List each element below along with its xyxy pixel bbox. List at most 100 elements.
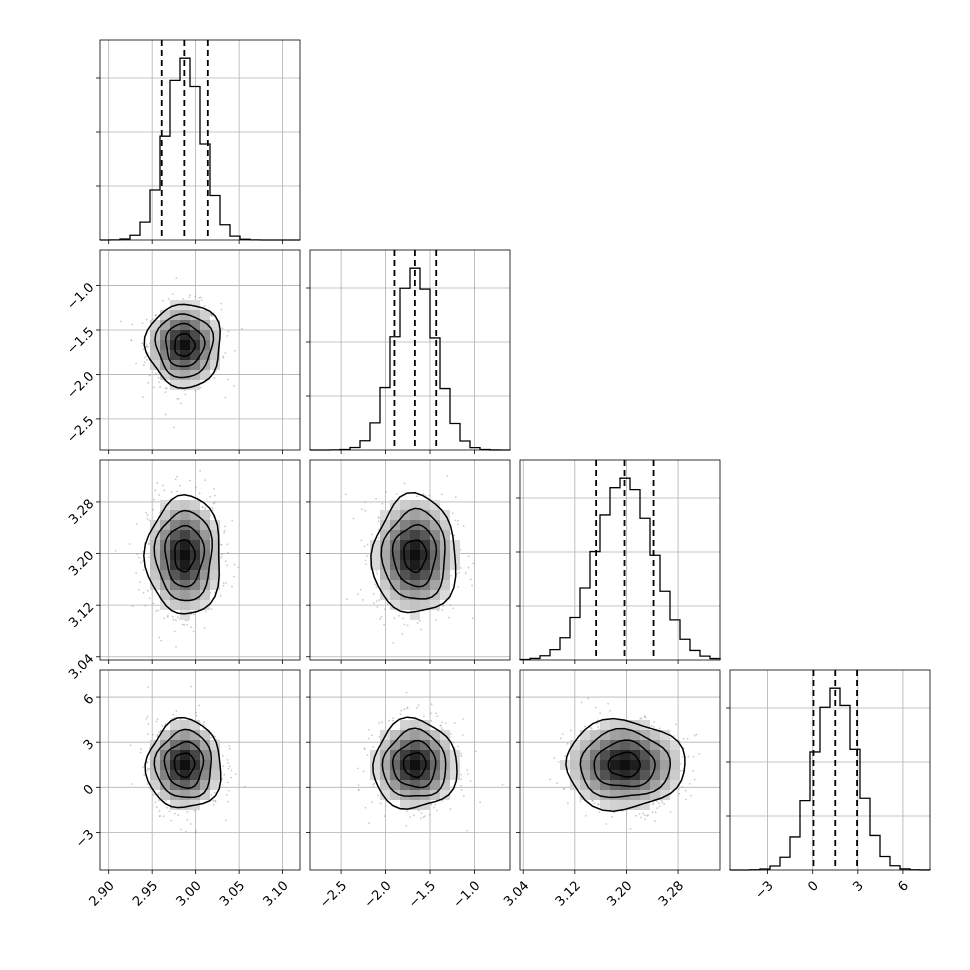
density-cell <box>420 510 430 520</box>
density-cell <box>200 520 210 530</box>
axes-frame <box>309 249 511 451</box>
density-cell <box>190 500 200 510</box>
density-cell <box>180 800 190 810</box>
scatter-point <box>131 323 134 326</box>
scatter-point <box>141 342 143 345</box>
density-cell <box>190 510 200 520</box>
histogram-step <box>99 57 300 241</box>
density-cell <box>190 520 200 530</box>
density-cell <box>380 760 390 770</box>
density-cell <box>620 780 630 790</box>
density-cell <box>650 780 660 790</box>
density-cell <box>210 780 220 790</box>
density-cell <box>390 570 400 580</box>
scatter-point <box>198 704 201 707</box>
density-cell <box>600 790 610 800</box>
scatter-point <box>644 716 647 719</box>
scatter-point <box>405 824 408 827</box>
scatter-point <box>189 294 192 296</box>
density-cell <box>400 500 410 510</box>
scatter-point <box>693 778 696 781</box>
scatter-point <box>466 829 469 832</box>
scatter-point <box>131 783 134 785</box>
scatter-point <box>403 482 406 485</box>
scatter-point <box>429 712 432 715</box>
scatter-point <box>405 691 408 694</box>
density-cell <box>400 760 410 770</box>
scatter-point <box>681 786 684 789</box>
density-cell <box>370 540 380 550</box>
scatter-point <box>356 767 359 770</box>
scatter-point <box>380 615 383 618</box>
density-cell <box>640 780 650 790</box>
scatter-point <box>658 805 661 808</box>
density-cell <box>430 510 440 520</box>
x-tick-label: 3.05 <box>217 878 248 909</box>
y-tick-label: 3.20 <box>66 548 97 579</box>
y-tick-label: 6 <box>81 692 97 708</box>
x-tick-label: 3.20 <box>604 878 635 909</box>
scatter-point <box>403 708 406 711</box>
scatter-point <box>377 537 380 540</box>
scatter-point <box>142 591 145 594</box>
scatter-point <box>640 816 642 819</box>
density-cell <box>380 550 390 560</box>
scatter-point <box>368 822 371 825</box>
scatter-point <box>213 791 216 794</box>
scatter-point <box>446 475 449 478</box>
scatter-point <box>392 717 395 719</box>
scatter-point <box>344 493 347 496</box>
scatter-point <box>377 520 380 523</box>
density-cell <box>590 730 600 740</box>
density-cell <box>160 530 170 540</box>
density-cell <box>190 350 200 360</box>
density-cell <box>180 580 190 590</box>
scatter-point <box>170 491 173 493</box>
density-cell <box>210 530 220 540</box>
density-cell <box>410 580 420 590</box>
density-cell <box>420 560 430 570</box>
density-cell <box>160 320 170 330</box>
scatter-point <box>416 622 419 624</box>
density-cells <box>150 300 220 390</box>
scatter-point <box>682 737 685 740</box>
scatter-point <box>203 721 205 723</box>
scatter-point <box>375 600 378 603</box>
scatter-point <box>364 509 367 512</box>
scatter-point <box>453 534 456 537</box>
density-cell <box>640 740 650 750</box>
density-cell <box>410 770 420 780</box>
scatter-point <box>221 777 224 780</box>
density-cell <box>210 320 220 330</box>
density-cell <box>170 770 180 780</box>
density-cell <box>180 310 190 320</box>
axes-frame <box>99 39 301 241</box>
scatter-point <box>379 617 382 620</box>
scatter-point <box>376 572 379 575</box>
scatter-point <box>172 426 175 429</box>
density-cell <box>640 750 650 760</box>
y-tick-label: −1.0 <box>64 280 97 313</box>
scatter-point <box>179 828 182 831</box>
contour-line <box>143 303 221 389</box>
scatter-point <box>176 397 179 400</box>
density-cell <box>180 770 190 780</box>
scatter-point <box>408 816 411 819</box>
scatter-point <box>226 781 229 784</box>
scatter-point <box>145 512 148 514</box>
density-cell <box>200 530 210 540</box>
density-cell <box>390 540 400 550</box>
scatter-point <box>186 811 189 813</box>
density-cell <box>170 320 180 330</box>
density-cell <box>440 740 450 750</box>
density-cell <box>190 750 200 760</box>
density-cell <box>390 510 400 520</box>
scatter-point <box>151 318 154 321</box>
density-cell <box>370 560 380 570</box>
scatter-point <box>460 755 463 757</box>
scatter-point <box>225 581 227 584</box>
density-cell <box>440 520 450 530</box>
scatter-point <box>155 720 158 723</box>
scatter-point <box>189 613 192 616</box>
density-cell <box>180 570 190 580</box>
